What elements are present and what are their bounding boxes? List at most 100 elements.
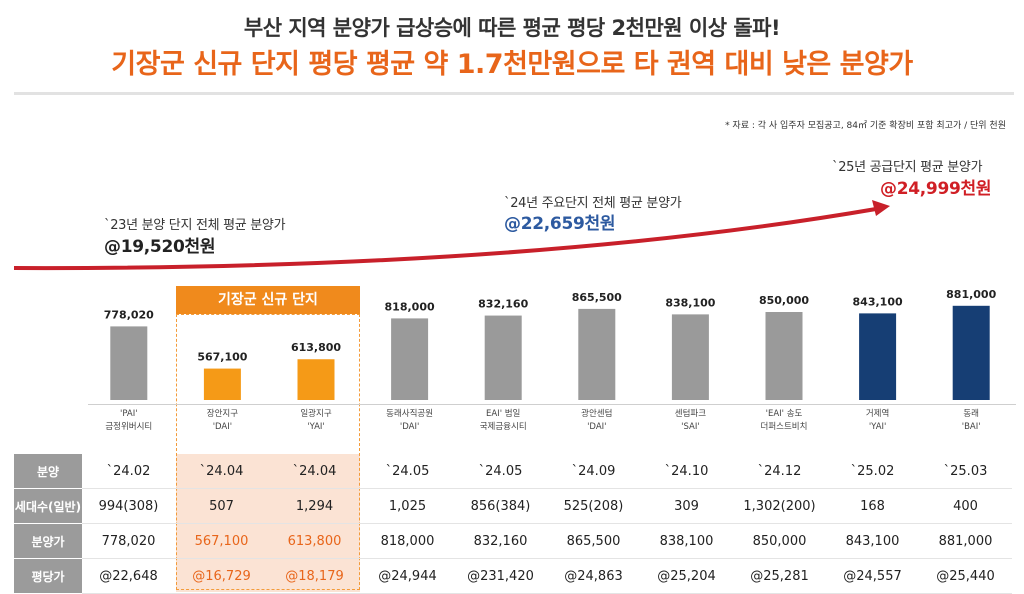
trend-arrow-line [13, 207, 877, 271]
category-label-line: 'DAI' [399, 422, 420, 432]
category-label-10: 동래 'BAI' [925, 408, 1017, 434]
table-cell: 507 [175, 488, 268, 524]
table-cell: 613,800 [268, 523, 361, 559]
category-label-line: 'DAI' [212, 422, 233, 432]
category-label-line: 더퍼스트비치 [760, 422, 808, 432]
table-cell: `24.10 [640, 454, 733, 489]
table-cell: 832,160 [454, 523, 547, 559]
table-cell: 525(208) [547, 488, 640, 524]
category-label-line: 센텀파크 [674, 409, 707, 419]
page-title: 부산 지역 분양가 급상승에 따른 평균 평당 2천만원 이상 돌파! [243, 16, 781, 40]
category-label-3: 일광지구 'YAI' [270, 408, 362, 434]
bar-value-label-4: 818,000 [385, 300, 435, 313]
category-label-line: 동래 [963, 409, 979, 419]
table-cell: @22,648 [82, 558, 175, 594]
bar-value-label-2: 567,100 [197, 351, 247, 364]
bar-5 [484, 315, 522, 400]
category-label-2: 장안지구 'DAI' [176, 408, 268, 434]
table-cell: `24.05 [454, 454, 547, 489]
annotation-2024-value: @22,659천원 [504, 214, 616, 234]
category-label-line: 'SAI' [681, 422, 700, 432]
category-label-6: 광안센텀 'DAI' [551, 408, 643, 434]
category-label-4: 동래사직공원 'DAI' [364, 408, 456, 434]
annotation-2025-value: @24,999천원 [880, 179, 992, 199]
category-label-line: EAI' 범일 [486, 409, 521, 419]
table-cell: `25.02 [826, 454, 919, 489]
table-cell: 1,025 [361, 488, 454, 524]
table-cell: 994(308) [82, 488, 175, 524]
annotation-2025-label: `25년 공급단지 평균 분양가 [832, 160, 983, 175]
bar-value-label-1: 778,020 [104, 308, 154, 321]
category-label-line: 장안지구 [206, 409, 239, 419]
bar-6 [578, 308, 616, 400]
table-cell: @25,281 [733, 558, 826, 594]
table-cell: @16,729 [175, 558, 268, 594]
category-label-1: 'PAI' 금정위버시티 [83, 408, 175, 434]
table-cell: 1,302(200) [733, 488, 826, 524]
bar-value-label-6: 865,500 [572, 291, 622, 304]
category-label-9: 거제역 'YAI' [832, 408, 924, 434]
bar-10 [952, 305, 990, 400]
table-cell: @25,440 [919, 558, 1012, 594]
row-header: 평당가 [14, 558, 82, 594]
bar-2 [203, 368, 241, 400]
bar-7 [671, 314, 709, 400]
table-cell: 856(384) [454, 488, 547, 524]
bar-value-label-7: 838,100 [665, 296, 715, 309]
table-cell: `24.05 [361, 454, 454, 489]
source-note: * 자료 : 각 사 입주자 모집공고, 84㎡ 기준 확장비 포함 최고가 /… [725, 121, 1006, 131]
category-label-line: 'BAI' [961, 422, 981, 432]
table-cell: `24.12 [733, 454, 826, 489]
table-cell: 881,000 [919, 523, 1012, 559]
trend-arrowhead [872, 200, 890, 216]
table-cell: 838,100 [640, 523, 733, 559]
table-cell: `24.04 [268, 454, 361, 489]
category-label-line: 국제금융시티 [479, 422, 527, 432]
table-cell: @18,179 [268, 558, 361, 594]
table-cell: 1,294 [268, 488, 361, 524]
bar-8 [765, 312, 803, 400]
table-cell: 778,020 [82, 523, 175, 559]
bar-3 [297, 359, 335, 400]
bar-4 [391, 318, 429, 400]
bar-value-label-3: 613,800 [291, 341, 341, 354]
table-row: 분양가 778,020 567,100 613,800 818,000 832,160 86… [14, 523, 1012, 559]
bar-value-label-10: 881,000 [946, 288, 996, 301]
row-header: 분양 [14, 454, 82, 489]
category-label-line: 'PAI' [120, 409, 138, 419]
bar-value-label-5: 832,160 [478, 298, 528, 311]
highlight-label-gijang: 기장군 신규 단지 [176, 286, 360, 314]
axis-divider [88, 404, 1016, 405]
category-label-line: 광안센텀 [581, 409, 613, 419]
table-cell: `25.03 [919, 454, 1012, 489]
table-cell: @24,557 [826, 558, 919, 594]
table-row: 분양 `24.02 `24.04 `24.04 `24.05 `24.05 `24.09 `2… [14, 454, 1012, 489]
table-row: 평당가 @22,648 @16,729 @18,179 @24,944 @231,420 @… [14, 558, 1012, 594]
category-label-line: 'EAI' 송도 [765, 409, 803, 419]
row-header: 분양가 [14, 523, 82, 559]
table-row: 세대수(일반) 994(308) 507 1,294 1,025 856(384) 525(… [14, 488, 1012, 524]
category-label-line: 일광지구 [300, 409, 332, 419]
category-label-line: 동래사직공원 [386, 409, 434, 419]
category-label-line: 거제역 [865, 409, 890, 419]
annotation-2023-label: `23년 분양 단지 전체 평균 분양가 [104, 218, 286, 233]
category-label-line: 'DAI' [587, 422, 607, 432]
row-header: 세대수(일반) [14, 488, 82, 524]
table-cell: `24.02 [82, 454, 175, 489]
table-cell: 850,000 [733, 523, 826, 559]
table-cell: @24,863 [547, 558, 640, 594]
bar-9 [859, 313, 897, 400]
bar-1 [110, 326, 148, 400]
table-cell: @25,204 [640, 558, 733, 594]
header-divider [14, 92, 1014, 95]
category-label-line: 'YAI' [307, 422, 325, 432]
table-cell: 818,000 [361, 523, 454, 559]
page-subtitle: 기장군 신규 단지 평당 평균 약 1.7천만원으로 타 권역 대비 낮은 분양… [111, 49, 913, 80]
category-label-line: 금정위버시티 [105, 422, 153, 432]
table-cell: @24,944 [361, 558, 454, 594]
annotation-2023-value: @19,520천원 [104, 237, 216, 257]
annotation-2024-label: `24년 주요단지 전체 평균 분양가 [504, 196, 682, 211]
